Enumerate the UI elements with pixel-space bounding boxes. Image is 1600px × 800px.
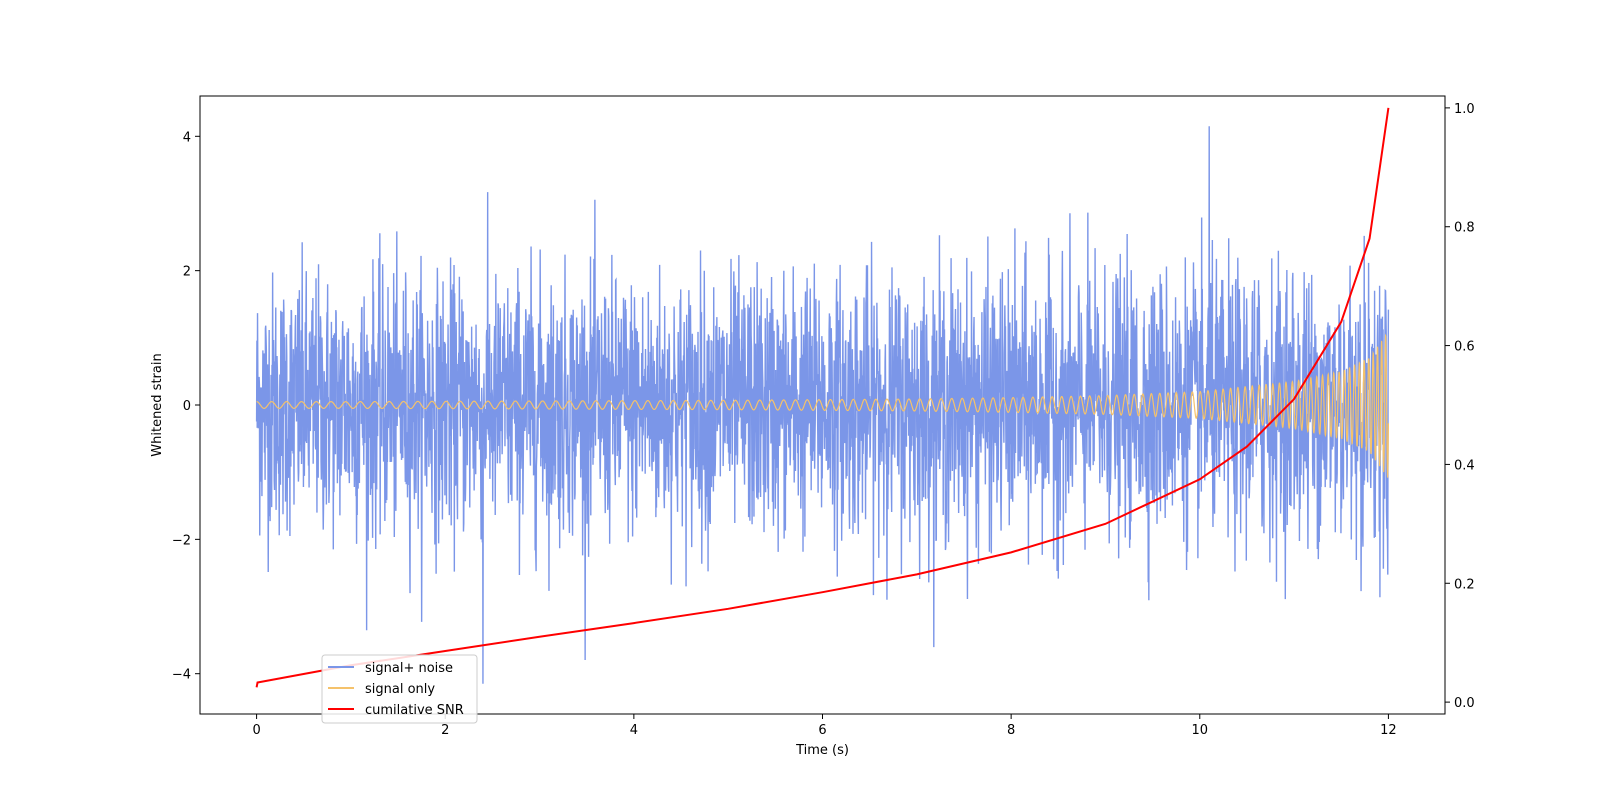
x-tick-label: 2	[441, 723, 449, 738]
legend-label-signal-noise: signal+ noise	[365, 661, 453, 676]
y2-tick-label: 0.0	[1454, 696, 1475, 711]
ticks-layer: 0 2 4 6 8 10 12 −4 −2 0 2 4 0.0 0.2 0.4 0.6 0.8 1.0	[172, 102, 1475, 738]
y-tick-label: −2	[172, 533, 191, 548]
series-signal-plus-noise	[255, 126, 1390, 684]
y-axis-label: Whitened strain	[150, 353, 165, 456]
y2-tick-label: 0.8	[1454, 221, 1475, 236]
x-tick-label: 4	[630, 723, 638, 738]
y-tick-label: 2	[183, 265, 191, 280]
y2-tick-label: 0.6	[1454, 340, 1475, 355]
y2-tick-label: 0.2	[1454, 577, 1475, 592]
x-tick-label: 0	[252, 723, 260, 738]
y2-tick-label: 0.4	[1454, 458, 1475, 473]
legend: signal+ noise signal only cumilative SNR	[321, 654, 478, 724]
y-tick-label: −4	[172, 668, 191, 683]
legend-label-signal-only: signal only	[365, 682, 435, 697]
x-tick-label: 8	[1007, 723, 1015, 738]
y-tick-label: 0	[183, 399, 191, 414]
x-tick-label: 12	[1380, 723, 1397, 738]
y-tick-label: 4	[183, 130, 191, 145]
x-axis-label: Time (s)	[795, 743, 849, 758]
y2-tick-label: 1.0	[1454, 102, 1475, 117]
legend-label-cumulative-snr: cumilative SNR	[365, 703, 464, 718]
series-signal-only	[256, 333, 1390, 478]
x-tick-label: 10	[1191, 723, 1208, 738]
legend-box	[321, 654, 478, 724]
x-tick-label: 6	[818, 723, 826, 738]
